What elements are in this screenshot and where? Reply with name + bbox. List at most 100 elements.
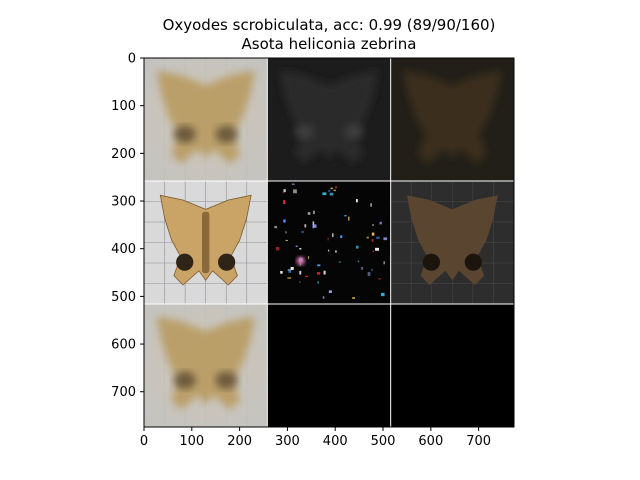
noise-speck [327, 237, 329, 241]
wing-spot [464, 253, 482, 271]
wing-spot [218, 253, 236, 271]
y-tick-label: 100 [111, 99, 136, 114]
noise-speck [370, 203, 372, 207]
noise-speck [355, 199, 358, 203]
noise-speck [329, 192, 334, 196]
y-tick-label: 600 [111, 338, 136, 353]
y-tick-label: 300 [111, 195, 136, 210]
tile-background [390, 304, 514, 427]
noise-speck [340, 235, 343, 238]
noise-speck [375, 247, 380, 251]
wing-spot [215, 125, 238, 143]
noise-speck [299, 270, 302, 275]
noise-speck [333, 189, 336, 192]
noise-speck [383, 261, 385, 265]
x-tick-label: 700 [466, 434, 491, 449]
image-tile [390, 181, 514, 304]
noise-speck [282, 191, 285, 194]
noise-speck [307, 212, 311, 215]
y-tick-label: 0 [128, 52, 136, 67]
noise-speck [371, 239, 374, 242]
noise-speck [275, 246, 280, 251]
noise-speck [285, 239, 288, 241]
noise-speck [312, 224, 317, 228]
noise-speck [299, 281, 301, 283]
bright-spot [296, 256, 305, 265]
wing-spot [422, 253, 440, 271]
wing-spot [173, 125, 196, 143]
image-tile [267, 304, 391, 427]
noise-speck [323, 270, 326, 275]
image-tile [390, 304, 514, 427]
noise-speck [328, 290, 332, 293]
noise-speck [376, 236, 380, 239]
noise-speck [312, 221, 315, 226]
moth-overlay [403, 70, 502, 164]
chart-subtitle: Asota heliconia zebrina [241, 35, 417, 53]
noise-speck [274, 225, 278, 229]
noise-speck [367, 272, 371, 276]
moth-body [201, 211, 210, 274]
image-tile [144, 181, 268, 304]
image-tile [267, 58, 391, 181]
noise-speck [378, 278, 381, 280]
noise-speck [361, 267, 364, 270]
noise-speck [305, 275, 309, 277]
noise-speck [283, 200, 286, 204]
noise-speck [304, 224, 307, 228]
noise-speck [348, 216, 350, 221]
noise-speck [299, 248, 302, 250]
tile-background [267, 304, 391, 427]
noise-speck [283, 189, 286, 193]
noise-speck [338, 261, 342, 263]
noise-speck [380, 292, 385, 297]
activation-spot [294, 124, 315, 140]
noise-speck [372, 224, 374, 226]
noise-speck [371, 268, 373, 271]
noise-speck [328, 189, 331, 193]
noise-speck [290, 266, 294, 270]
y-tick-label: 200 [111, 147, 136, 162]
y-tick-label: 500 [111, 290, 136, 305]
wing-spot [215, 371, 238, 389]
noise-speck [332, 233, 334, 237]
noise-speck [317, 264, 321, 267]
tile-background [267, 181, 391, 304]
noise-speck [357, 260, 360, 263]
noise-speck [322, 296, 325, 299]
x-tick-label: 300 [275, 434, 300, 449]
moth-activation [279, 70, 379, 164]
y-tick-label: 400 [111, 242, 136, 257]
axes-frame [143, 57, 515, 428]
noise-speck [307, 256, 310, 260]
y-tick-label: 700 [111, 385, 136, 400]
x-tick-label: 0 [140, 434, 148, 449]
noise-speck [293, 189, 297, 194]
noise-speck [316, 272, 321, 275]
image-tile [144, 58, 268, 181]
noise-speck [288, 268, 292, 273]
x-tick-label: 400 [323, 434, 348, 449]
noise-speck [280, 271, 283, 274]
noise-speck [295, 245, 298, 247]
image-tile [267, 181, 391, 304]
noise-speck [379, 221, 382, 225]
x-tick-label: 100 [179, 434, 204, 449]
noise-speck [327, 249, 330, 252]
noise-speck [317, 281, 319, 284]
activation-spot [343, 124, 364, 140]
noise-speck [352, 297, 356, 300]
noise-speck [371, 232, 375, 236]
x-tick-label: 600 [418, 434, 443, 449]
noise-speck [291, 183, 295, 185]
noise-speck [372, 250, 375, 253]
image-tile [390, 58, 514, 181]
wing-spot [176, 253, 194, 271]
noise-speck [312, 210, 315, 215]
noise-speck [285, 231, 287, 234]
image-tile [144, 304, 268, 427]
noise-speck [330, 187, 333, 190]
noise-speck [335, 186, 338, 189]
